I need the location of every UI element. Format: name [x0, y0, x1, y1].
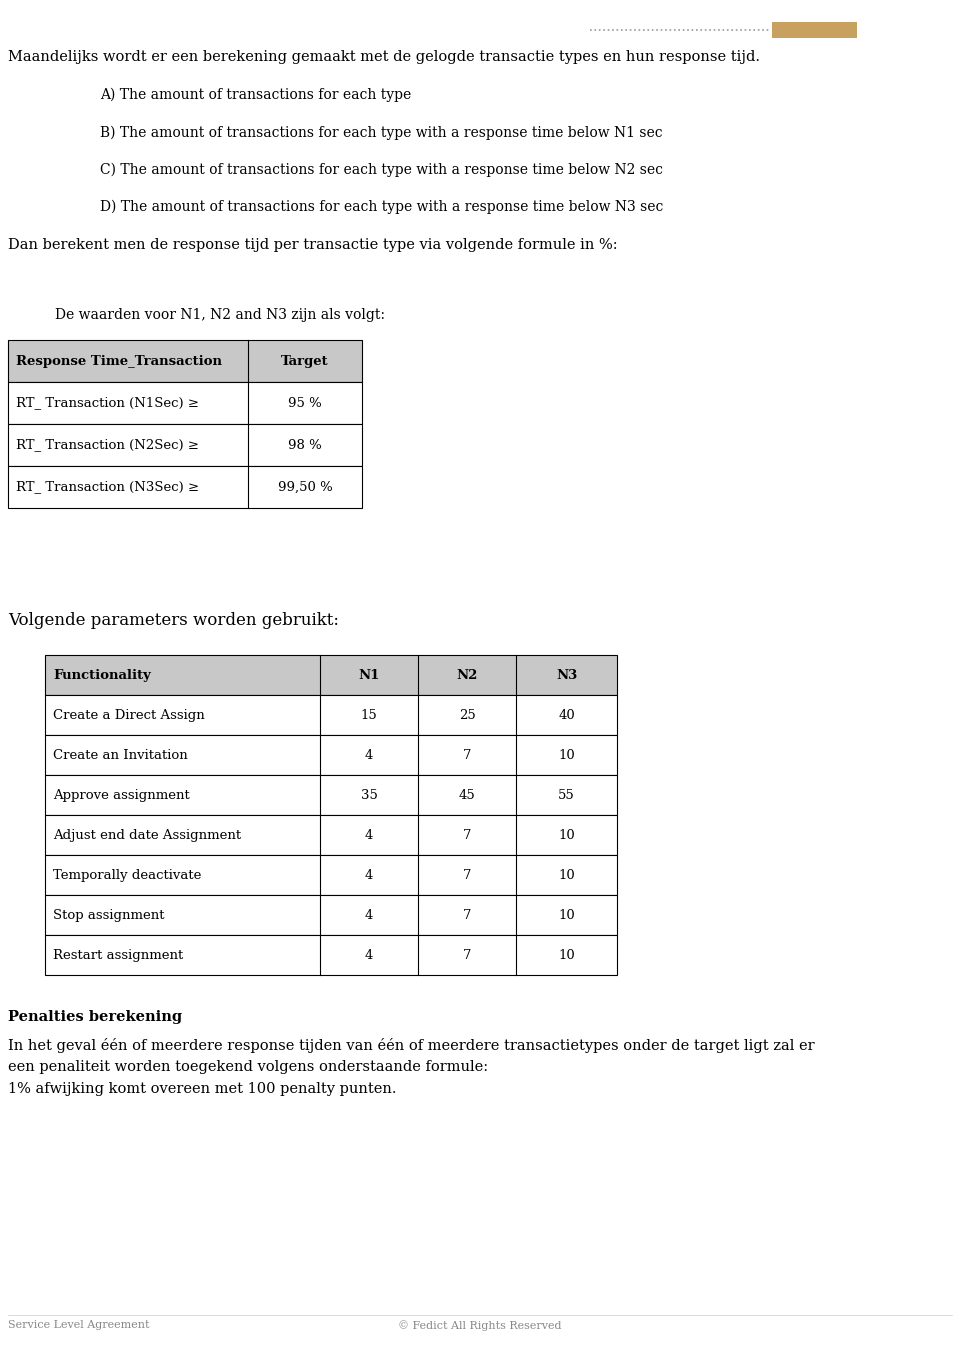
Bar — [8, 340, 362, 382]
Text: 4: 4 — [365, 868, 373, 882]
Text: 7: 7 — [463, 749, 471, 762]
Text: Approve assignment: Approve assignment — [53, 788, 190, 802]
Bar — [8, 425, 362, 465]
Text: Service Level Agreement: Service Level Agreement — [8, 1320, 150, 1330]
Text: 35: 35 — [361, 788, 377, 802]
Bar — [45, 774, 617, 815]
Text: Restart assignment: Restart assignment — [53, 949, 183, 961]
Text: Temporally deactivate: Temporally deactivate — [53, 868, 202, 882]
Text: 98 %: 98 % — [288, 438, 322, 452]
Text: Functionality: Functionality — [53, 668, 151, 682]
Text: 40: 40 — [558, 709, 575, 721]
Text: 15: 15 — [361, 709, 377, 721]
Text: Maandelijks wordt er een berekening gemaakt met de gelogde transactie types en h: Maandelijks wordt er een berekening gema… — [8, 50, 760, 64]
Text: 7: 7 — [463, 829, 471, 841]
Text: 4: 4 — [365, 749, 373, 762]
Text: RT_ Transaction (N1Sec) ≥: RT_ Transaction (N1Sec) ≥ — [16, 396, 199, 410]
Text: A) The amount of transactions for each type: A) The amount of transactions for each t… — [100, 88, 411, 102]
Text: De waarden voor N1, N2 and N3 zijn als volgt:: De waarden voor N1, N2 and N3 zijn als v… — [55, 308, 385, 323]
Text: © Fedict All Rights Reserved: © Fedict All Rights Reserved — [398, 1320, 562, 1331]
Text: 7: 7 — [463, 949, 471, 961]
Text: 4: 4 — [365, 909, 373, 921]
Text: 10: 10 — [558, 749, 575, 762]
Text: 25: 25 — [459, 709, 475, 721]
Bar — [8, 382, 362, 425]
Text: 10: 10 — [558, 868, 575, 882]
Text: RT_ Transaction (N3Sec) ≥: RT_ Transaction (N3Sec) ≥ — [16, 480, 199, 494]
Bar — [8, 465, 362, 508]
Text: Stop assignment: Stop assignment — [53, 909, 164, 921]
Text: N2: N2 — [456, 668, 478, 682]
Text: Penalties berekening: Penalties berekening — [8, 1010, 182, 1023]
Text: Create an Invitation: Create an Invitation — [53, 749, 188, 762]
Text: Create a Direct Assign: Create a Direct Assign — [53, 709, 204, 721]
Text: Response Time_Transaction: Response Time_Transaction — [16, 354, 222, 367]
Text: B) The amount of transactions for each type with a response time below N1 sec: B) The amount of transactions for each t… — [100, 127, 662, 140]
Text: In het geval één of meerdere response tijden van één of meerdere transactietypes: In het geval één of meerdere response ti… — [8, 1038, 815, 1053]
Text: C) The amount of transactions for each type with a response time below N2 sec: C) The amount of transactions for each t… — [100, 163, 663, 177]
Bar — [45, 815, 617, 855]
Text: 10: 10 — [558, 949, 575, 961]
Text: 1% afwijking komt overeen met 100 penalty punten.: 1% afwijking komt overeen met 100 penalt… — [8, 1082, 396, 1096]
Text: N1: N1 — [358, 668, 380, 682]
Text: Dan berekent men de response tijd per transactie type via volgende formule in %:: Dan berekent men de response tijd per tr… — [8, 238, 617, 252]
Text: D) The amount of transactions for each type with a response time below N3 sec: D) The amount of transactions for each t… — [100, 200, 663, 215]
Bar — [45, 655, 617, 695]
Text: N3: N3 — [556, 668, 577, 682]
Bar — [45, 695, 617, 735]
Bar — [772, 22, 857, 38]
Bar — [45, 896, 617, 935]
Bar — [45, 735, 617, 774]
Text: RT_ Transaction (N2Sec) ≥: RT_ Transaction (N2Sec) ≥ — [16, 438, 199, 452]
Text: een penaliteit worden toegekend volgens onderstaande formule:: een penaliteit worden toegekend volgens … — [8, 1060, 488, 1074]
Text: 10: 10 — [558, 909, 575, 921]
Text: 7: 7 — [463, 868, 471, 882]
Text: Volgende parameters worden gebruikt:: Volgende parameters worden gebruikt: — [8, 612, 339, 629]
Text: Target: Target — [281, 354, 329, 367]
Text: 4: 4 — [365, 949, 373, 961]
Text: 45: 45 — [459, 788, 475, 802]
Text: 10: 10 — [558, 829, 575, 841]
Text: 95 %: 95 % — [288, 396, 322, 410]
Bar — [45, 855, 617, 896]
Text: 7: 7 — [463, 909, 471, 921]
Bar — [45, 935, 617, 974]
Text: Adjust end date Assignment: Adjust end date Assignment — [53, 829, 241, 841]
Text: 99,50 %: 99,50 % — [277, 480, 332, 494]
Text: 4: 4 — [365, 829, 373, 841]
Text: 55: 55 — [558, 788, 575, 802]
